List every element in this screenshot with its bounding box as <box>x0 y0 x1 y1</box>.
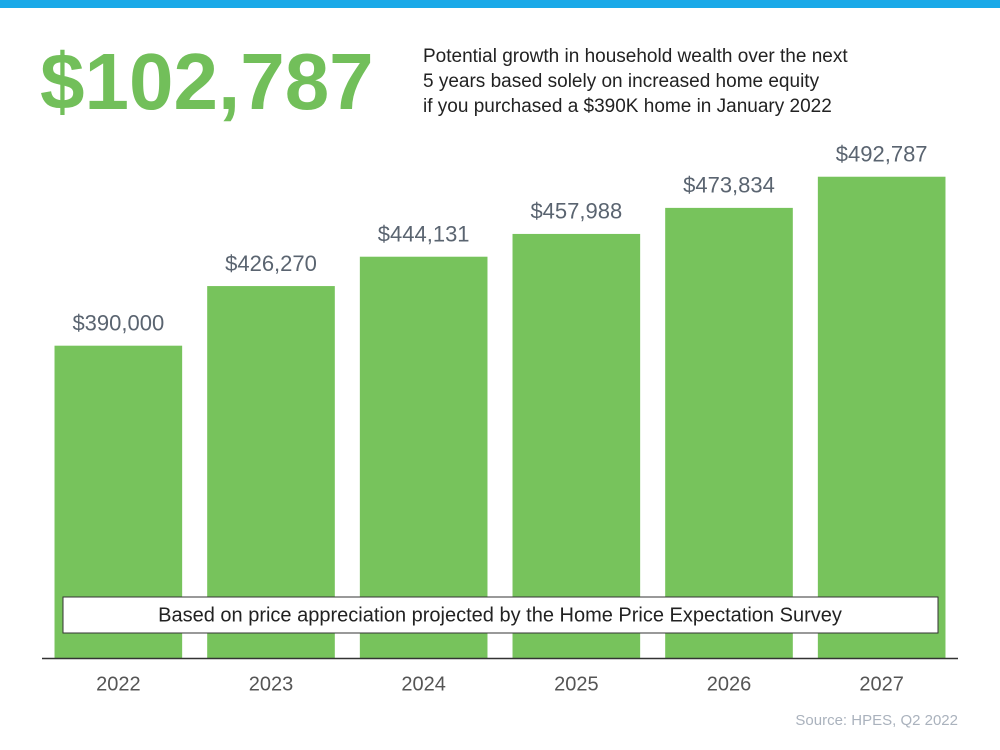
source: Source: HPES, Q2 2022 <box>795 712 958 729</box>
top-band <box>0 0 1000 8</box>
subtitle-line: if you purchased a $390K home in January… <box>423 96 832 117</box>
bar <box>817 176 946 658</box>
bar <box>512 233 641 658</box>
subtitle-line: 5 years based solely on increased home e… <box>423 71 820 92</box>
x-tick-label: 2026 <box>707 673 752 695</box>
bar <box>359 256 488 658</box>
value-label: $457,988 <box>530 199 622 224</box>
value-label: $426,270 <box>225 251 317 276</box>
value-label: $492,787 <box>836 142 928 167</box>
x-tick-label: 2027 <box>859 673 904 695</box>
bar <box>665 207 793 658</box>
headline: $102,787 <box>40 37 374 126</box>
x-tick-label: 2022 <box>96 673 141 695</box>
x-tick-label: 2023 <box>249 673 294 695</box>
x-tick-label: 2024 <box>401 673 446 695</box>
note-box <box>62 596 939 634</box>
value-label: $444,131 <box>378 222 470 247</box>
note: Based on price appreciation projected by… <box>158 604 842 626</box>
subtitle-line: Potential growth in household wealth ove… <box>423 46 848 67</box>
x-tick-label: 2025 <box>554 673 599 695</box>
bar <box>207 286 335 658</box>
value-label: $473,834 <box>683 173 775 198</box>
value-label: $390,000 <box>72 311 164 336</box>
